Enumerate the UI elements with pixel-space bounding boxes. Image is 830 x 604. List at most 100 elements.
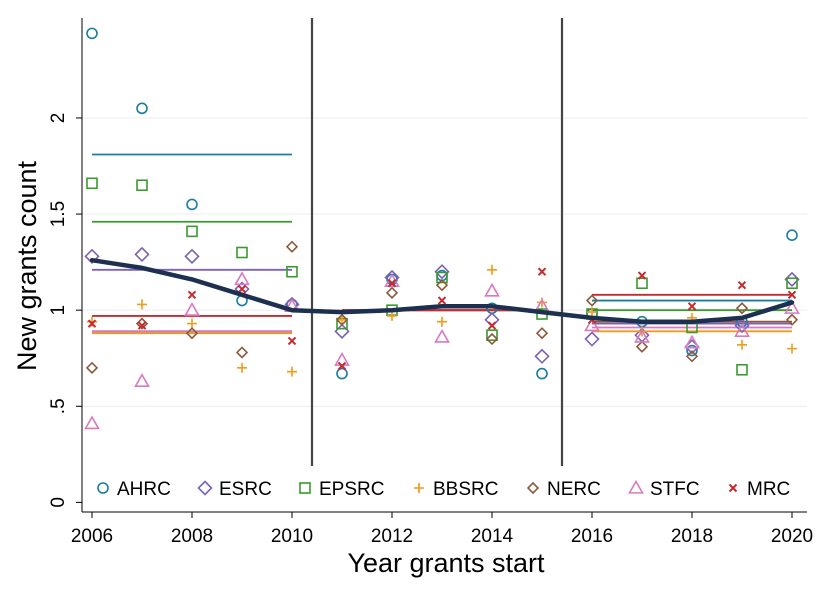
point-epsrc-2019 — [736, 363, 748, 376]
x-tick-label-2: 2010 — [271, 526, 313, 547]
x-tick-label-5: 2016 — [571, 526, 613, 547]
point-stfc-2016 — [584, 317, 600, 332]
point-esrc-2015 — [534, 348, 550, 364]
x-tick-label-4: 2014 — [471, 526, 514, 547]
point-nerc-2014 — [485, 332, 499, 346]
x-tick-label-1: 2008 — [171, 526, 213, 547]
point-mrc-2015 — [537, 267, 547, 276]
point-epsrc-2020 — [786, 277, 798, 290]
point-nerc-2011 — [335, 313, 349, 326]
legend-label-epsrc: EPSRC — [319, 479, 384, 500]
point-ahrc-2015 — [536, 367, 548, 380]
y-tick-label-2: 1 — [48, 305, 69, 316]
point-nerc-2006 — [85, 361, 99, 374]
point-esrc-2013 — [434, 264, 450, 280]
x-tick-label-6: 2018 — [671, 526, 713, 547]
point-bbsrc-2014 — [487, 264, 497, 275]
point-esrc-2020 — [784, 271, 800, 288]
legend-label-bbsrc: BBSRC — [433, 479, 498, 500]
point-nerc-2007 — [135, 317, 149, 330]
point-esrc-2006 — [84, 248, 100, 264]
legend-label-stfc: STFC — [650, 479, 700, 500]
legend-marker-stfc — [628, 479, 644, 494]
y-tick-label-3: 1.5 — [48, 201, 69, 227]
point-bbsrc-2006 — [87, 316, 97, 327]
point-nerc-2008 — [185, 327, 199, 340]
point-esrc-2008 — [184, 248, 200, 264]
point-bbsrc-2012 — [387, 310, 397, 321]
x-tick-label-3: 2012 — [371, 526, 413, 547]
point-ahrc-2020 — [786, 229, 798, 242]
point-ahrc-2007 — [136, 102, 148, 115]
y-tick-label-4: 2 — [48, 113, 69, 124]
point-stfc-2017 — [634, 328, 650, 343]
point-bbsrc-2009 — [237, 362, 247, 373]
legend-label-nerc: NERC — [547, 479, 601, 500]
point-nerc-2010 — [285, 240, 299, 253]
point-mrc-2018 — [687, 302, 697, 311]
point-mrc-2013 — [437, 296, 447, 305]
point-esrc-2019 — [734, 317, 750, 334]
legend-marker-bbsrc — [414, 483, 424, 493]
axis-ticks: 0 .5 1 1.5 2 2006 2008 2010 2012 2014 2016 2018 2020 — [48, 113, 813, 547]
point-mrc-2019 — [737, 280, 747, 290]
legend-marker-esrc — [197, 480, 213, 496]
point-bbsrc-2019 — [737, 339, 747, 350]
point-nerc-2016 — [585, 294, 599, 307]
point-ahrc-2011 — [336, 367, 348, 380]
point-epsrc-2017 — [636, 277, 648, 290]
legend-label-ahrc: AHRC — [117, 479, 171, 500]
point-nerc-2019 — [735, 302, 749, 315]
point-bbsrc-2020 — [787, 343, 797, 354]
point-stfc-2007 — [134, 373, 150, 387]
point-nerc-2018 — [685, 350, 699, 363]
point-esrc-2007 — [134, 246, 150, 263]
point-epsrc-2010 — [286, 265, 298, 278]
axes — [81, 18, 807, 513]
y-axis-label: New grants count — [12, 160, 42, 371]
point-mrc-2006 — [87, 319, 97, 328]
point-bbsrc-2016 — [587, 307, 597, 318]
point-epsrc-2008 — [186, 225, 198, 238]
legend-marker-ahrc — [97, 482, 109, 494]
point-nerc-2015 — [535, 327, 549, 340]
point-bbsrc-2010 — [287, 366, 297, 377]
point-stfc-2018 — [684, 334, 700, 349]
point-mrc-2011 — [337, 361, 347, 371]
point-bbsrc-2013 — [437, 316, 447, 327]
x-tick-label-0: 2006 — [71, 526, 113, 547]
point-stfc-2019 — [734, 323, 750, 337]
point-nerc-2012 — [385, 286, 399, 300]
trend-line-group — [89, 257, 795, 324]
data-points — [84, 27, 800, 430]
x-axis-label: Year grants start — [347, 548, 545, 578]
point-epsrc-2009 — [236, 246, 248, 259]
point-bbsrc-2007 — [137, 299, 147, 310]
point-mrc-2009 — [237, 284, 247, 294]
point-stfc-2020 — [784, 300, 800, 314]
point-mrc-2020 — [787, 290, 797, 300]
legend-marker-epsrc — [299, 482, 311, 494]
x-tick-label-7: 2020 — [771, 526, 813, 547]
point-mrc-2012 — [387, 279, 397, 288]
point-nerc-2009 — [235, 346, 249, 359]
point-epsrc-2014 — [486, 329, 498, 341]
point-ahrc-2008 — [186, 198, 198, 211]
point-ahrc-2018 — [686, 344, 698, 357]
y-tick-label-1: .5 — [48, 398, 69, 414]
point-stfc-2009 — [234, 271, 250, 286]
point-nerc-2020 — [785, 313, 799, 326]
point-stfc-2011 — [334, 352, 350, 366]
point-stfc-2008 — [184, 302, 200, 316]
legend-label-esrc: ESRC — [219, 479, 272, 500]
point-ahrc-2006 — [86, 27, 98, 40]
point-mrc-2008 — [187, 290, 197, 300]
point-mrc-2007 — [137, 321, 147, 330]
point-epsrc-2006 — [86, 177, 98, 190]
legend: AHRC ESRC EPSRC BBSRC NERC STFC MRC — [97, 479, 790, 500]
legend-label-mrc: MRC — [747, 479, 790, 500]
point-mrc-2017 — [637, 271, 647, 280]
point-stfc-2006 — [84, 415, 100, 430]
point-epsrc-2013 — [436, 271, 448, 284]
